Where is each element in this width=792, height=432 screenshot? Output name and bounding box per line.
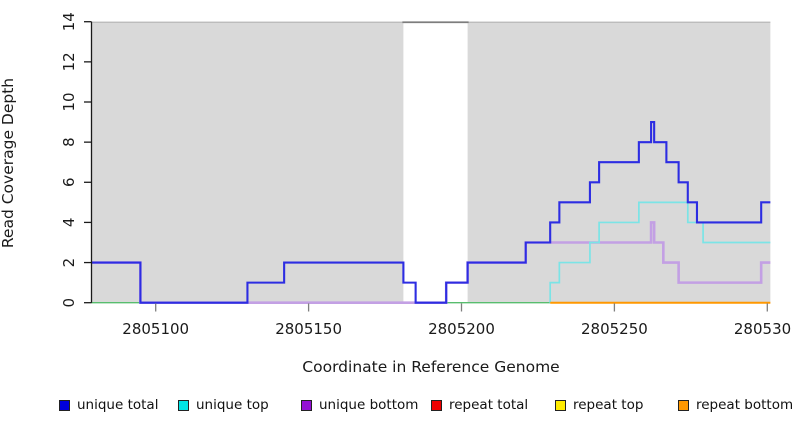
legend-label: repeat bottom xyxy=(696,397,792,413)
y-tick-label-2: 2 xyxy=(60,258,78,268)
unique-total-line-0 xyxy=(91,121,771,304)
legend-swatch-repeat-top xyxy=(555,399,566,411)
legend-swatch-unique-total xyxy=(59,399,70,411)
y-tick-label-8: 8 xyxy=(60,137,78,147)
y-tick-label-6: 6 xyxy=(60,178,78,188)
y-axis-title: Read Coverage Depth xyxy=(0,77,17,249)
x-tick-label-2805250: 2805250 xyxy=(581,320,648,338)
legend-label: unique top xyxy=(196,397,269,413)
legend-item-unique-top: unique top xyxy=(178,398,269,412)
legend-swatch-unique-top xyxy=(178,399,189,411)
x-tick-label-2805200: 2805200 xyxy=(428,320,495,338)
y-tick-label-10: 10 xyxy=(60,92,78,111)
legend: unique total unique top unique bottom repea… xyxy=(0,398,792,418)
legend-swatch-repeat-bottom xyxy=(678,399,689,411)
legend-label: unique total xyxy=(77,397,159,413)
y-tick-label-0: 0 xyxy=(60,298,78,308)
y-tick-label-14: 14 xyxy=(60,12,78,31)
legend-label: repeat total xyxy=(449,397,529,413)
legend-item-repeat-total: repeat total xyxy=(431,398,528,412)
legend-item-repeat-top: repeat top xyxy=(555,398,643,412)
legend-label: unique bottom xyxy=(319,397,419,413)
legend-item-unique-total: unique total xyxy=(59,398,158,412)
x-tick-label-2805100: 2805100 xyxy=(122,320,189,338)
y-tick-label-12: 12 xyxy=(60,52,78,71)
legend-label: repeat top xyxy=(573,397,644,413)
x-axis-title: Coordinate in Reference Genome xyxy=(302,358,560,376)
legend-swatch-unique-bottom xyxy=(301,399,312,411)
legend-swatch-repeat-total xyxy=(431,399,442,411)
y-tick-label-4: 4 xyxy=(60,218,78,228)
legend-item-unique-bottom: unique bottom xyxy=(301,398,418,412)
x-tick-label-2805150: 2805150 xyxy=(275,320,342,338)
x-tick-label-2805300: 2805300 xyxy=(734,320,792,338)
legend-item-repeat-bottom: repeat bottom xyxy=(678,398,792,412)
repeat-region-shading-0 xyxy=(91,21,404,303)
plot-area: 0 2 4 6 8 10 12 14 2805100 2805150 2805200 2805250 2… xyxy=(60,12,792,338)
